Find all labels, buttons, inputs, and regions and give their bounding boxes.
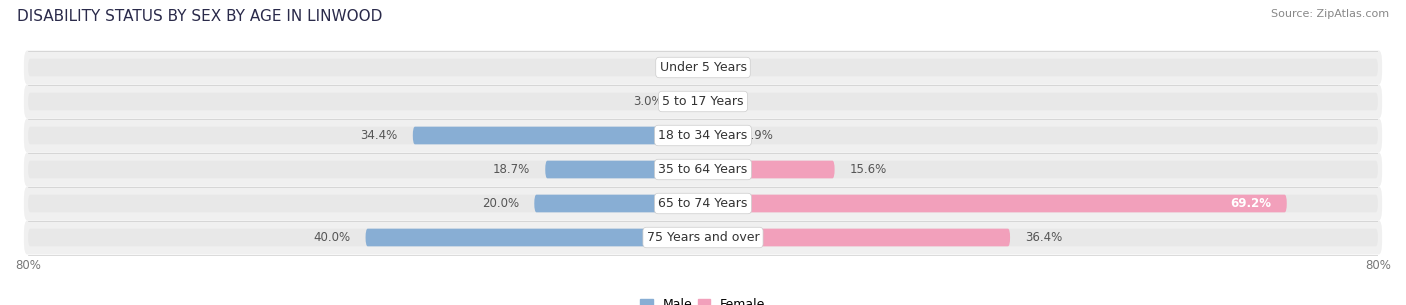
FancyBboxPatch shape <box>24 119 1382 152</box>
Text: 69.2%: 69.2% <box>1230 197 1271 210</box>
FancyBboxPatch shape <box>703 127 727 144</box>
FancyBboxPatch shape <box>546 161 703 178</box>
Text: 5 to 17 Years: 5 to 17 Years <box>662 95 744 108</box>
FancyBboxPatch shape <box>24 221 1382 254</box>
FancyBboxPatch shape <box>28 59 1378 76</box>
Text: 34.4%: 34.4% <box>360 129 398 142</box>
Text: 0.0%: 0.0% <box>658 61 688 74</box>
FancyBboxPatch shape <box>24 84 1382 119</box>
Text: Source: ZipAtlas.com: Source: ZipAtlas.com <box>1271 9 1389 19</box>
FancyBboxPatch shape <box>24 152 1382 186</box>
Text: 2.9%: 2.9% <box>742 129 772 142</box>
Text: 75 Years and over: 75 Years and over <box>647 231 759 244</box>
Text: 20.0%: 20.0% <box>482 197 519 210</box>
Text: 15.6%: 15.6% <box>849 163 887 176</box>
FancyBboxPatch shape <box>366 229 703 246</box>
FancyBboxPatch shape <box>28 127 1378 144</box>
FancyBboxPatch shape <box>28 195 1378 212</box>
FancyBboxPatch shape <box>24 186 1382 221</box>
FancyBboxPatch shape <box>28 93 1378 110</box>
FancyBboxPatch shape <box>413 127 703 144</box>
FancyBboxPatch shape <box>703 195 1286 212</box>
Text: 0.0%: 0.0% <box>718 95 748 108</box>
FancyBboxPatch shape <box>678 93 703 110</box>
Text: 40.0%: 40.0% <box>314 231 350 244</box>
Legend: Male, Female: Male, Female <box>636 293 770 305</box>
Text: 36.4%: 36.4% <box>1025 231 1063 244</box>
Text: DISABILITY STATUS BY SEX BY AGE IN LINWOOD: DISABILITY STATUS BY SEX BY AGE IN LINWO… <box>17 9 382 24</box>
FancyBboxPatch shape <box>534 195 703 212</box>
Text: 18.7%: 18.7% <box>494 163 530 176</box>
Text: 3.0%: 3.0% <box>633 95 662 108</box>
FancyBboxPatch shape <box>24 51 1382 84</box>
Text: 35 to 64 Years: 35 to 64 Years <box>658 163 748 176</box>
FancyBboxPatch shape <box>703 229 1010 246</box>
FancyBboxPatch shape <box>703 161 835 178</box>
FancyBboxPatch shape <box>28 229 1378 246</box>
Text: 65 to 74 Years: 65 to 74 Years <box>658 197 748 210</box>
Text: 18 to 34 Years: 18 to 34 Years <box>658 129 748 142</box>
Text: 0.0%: 0.0% <box>718 61 748 74</box>
Text: Under 5 Years: Under 5 Years <box>659 61 747 74</box>
FancyBboxPatch shape <box>28 161 1378 178</box>
